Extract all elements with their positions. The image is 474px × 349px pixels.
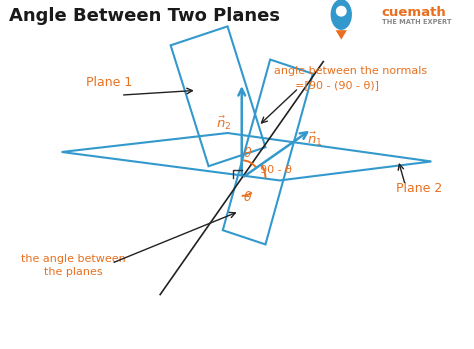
Text: Plane 1: Plane 1 [86,76,132,89]
Text: Angle Between Two Planes: Angle Between Two Planes [9,7,281,25]
Text: $\vec{n}_1$: $\vec{n}_1$ [308,131,323,148]
Text: θ: θ [244,192,251,205]
Text: angle between the normals: angle between the normals [274,66,428,76]
Text: Plane 2: Plane 2 [396,182,443,195]
Text: THE MATH EXPERT: THE MATH EXPERT [382,19,451,25]
Text: the planes: the planes [44,267,103,277]
Circle shape [337,7,346,16]
Polygon shape [336,30,347,40]
Text: the angle between: the angle between [21,254,126,263]
Text: $\vec{n}_2$: $\vec{n}_2$ [216,115,231,132]
Text: =[90 - (90 - θ)]: =[90 - (90 - θ)] [294,80,379,90]
Ellipse shape [331,0,352,30]
Text: θ: θ [244,147,251,160]
Text: cuemath: cuemath [382,7,447,20]
Text: 90 - θ: 90 - θ [260,165,292,176]
